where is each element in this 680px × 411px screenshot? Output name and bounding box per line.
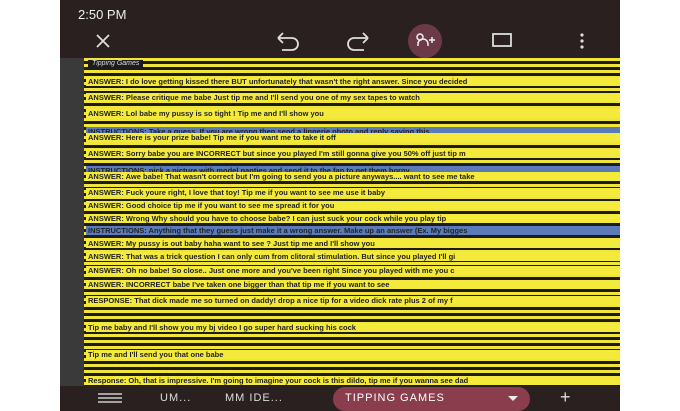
sheets-menu[interactable] xyxy=(96,386,126,411)
sheet-row[interactable]: ANSWER: That was a trick question I can … xyxy=(86,252,620,261)
sheet-row[interactable]: Tip me baby and I'll show you my bj vide… xyxy=(86,323,620,332)
sheet-row[interactable]: Response: Oh, that is impressive. I'm go… xyxy=(86,376,620,385)
sheet-row[interactable]: ANSWER: Please critique me babe Just tip… xyxy=(86,93,620,102)
phone-screen: 2:50 PM Tipping Games ANSWER: I do love … xyxy=(60,0,620,411)
sheet-row[interactable]: INSTRUCTIONS: Anything that they guess j… xyxy=(86,226,620,235)
sheet-row[interactable]: ANSWER: My pussy is out baby haha want t… xyxy=(86,239,620,248)
sheet-row[interactable]: INSTRUCTIONS: Take a guess. If you are w… xyxy=(86,127,620,136)
tab-bar: + UM... MM IDE... TIPPING GAMES xyxy=(60,386,620,411)
sheet-row[interactable]: INSTRUCTIONS: pick a picture with model … xyxy=(86,166,620,175)
toolbar xyxy=(96,24,584,58)
sheet-row[interactable]: ANSWER: Fuck youre right, I love that to… xyxy=(86,188,620,197)
sheet-row[interactable]: Tip me and I'll send you that one babe xyxy=(86,350,620,359)
share-button[interactable] xyxy=(408,24,442,58)
sheet-row[interactable]: ANSWER: I do love getting kissed there B… xyxy=(86,77,620,86)
undo-button[interactable] xyxy=(277,32,299,51)
status-time: 2:50 PM xyxy=(78,7,127,22)
sheet-title: Tipping Games xyxy=(88,60,144,67)
tab-dropdown[interactable] xyxy=(505,386,525,411)
spreadsheet[interactable]: Tipping Games ANSWER: I do love getting … xyxy=(60,58,620,386)
sheet-row[interactable]: ANSWER: Oh no babe! So close.. Just one … xyxy=(86,266,620,275)
more-button[interactable] xyxy=(580,33,584,49)
sheet-row[interactable]: ANSWER: Good choice tip me if you want t… xyxy=(86,201,620,210)
row-headers xyxy=(60,58,84,386)
sheet-row[interactable]: ANSWER: Awe babe! That wasn't correct bu… xyxy=(86,172,620,181)
sheet-row[interactable]: ANSWER: Lol babe my pussy is so tight ! … xyxy=(86,109,620,118)
comment-button[interactable] xyxy=(492,33,512,47)
active-tab[interactable] xyxy=(333,387,530,411)
sheet-row[interactable]: ANSWER: INCORRECT babe I've taken one bi… xyxy=(86,280,620,289)
sheet-row[interactable]: ANSWER: Sorry babe you are INCORRECT but… xyxy=(86,149,620,158)
sheet-row[interactable]: ANSWER: Here is your prize babe! Tip me … xyxy=(86,133,620,142)
sheet-row[interactable]: RESPONSE: That dick made me so turned on… xyxy=(86,296,620,305)
close-button[interactable] xyxy=(96,34,110,48)
sheet-row[interactable]: ANSWER: Wrong Why should you have to cho… xyxy=(86,214,620,223)
redo-button[interactable] xyxy=(347,32,369,51)
sheet-tab[interactable]: UM... xyxy=(160,392,192,404)
sheet-tab[interactable]: TIPPING GAMES xyxy=(345,392,445,404)
sheet-tab[interactable]: MM IDE... xyxy=(225,392,283,404)
share-icon xyxy=(416,33,435,46)
add-sheet[interactable]: + xyxy=(560,387,572,407)
